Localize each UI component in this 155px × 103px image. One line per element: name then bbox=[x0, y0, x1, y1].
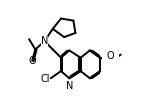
Text: O: O bbox=[107, 51, 114, 61]
Text: N: N bbox=[41, 36, 48, 46]
Text: N: N bbox=[66, 81, 73, 91]
Text: Cl: Cl bbox=[41, 74, 50, 84]
Text: O: O bbox=[29, 56, 37, 66]
